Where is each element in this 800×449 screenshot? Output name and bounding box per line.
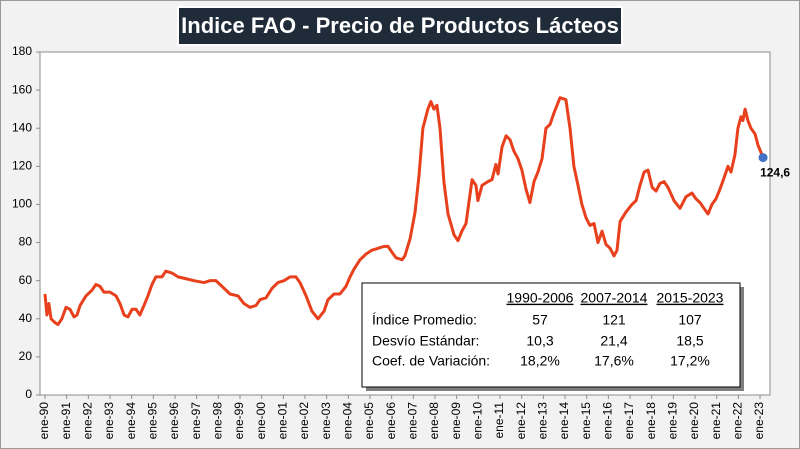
y-tick-label: 20	[19, 349, 33, 363]
x-tick-label: ene-07	[406, 402, 420, 440]
chart-title: Indice FAO - Precio de Productos Lácteos	[181, 13, 619, 38]
table-cell: 107	[678, 312, 702, 328]
table-cell: 18,5	[676, 333, 703, 349]
x-tick-label: ene-95	[145, 402, 159, 440]
x-tick-label: ene-01	[276, 402, 290, 440]
x-tick-label: ene-03	[319, 402, 333, 440]
x-tick-label: ene-09	[449, 402, 463, 440]
y-tick-label: 120	[12, 159, 32, 173]
y-tick-label: 0	[25, 387, 32, 401]
x-tick-label: ene-16	[601, 402, 615, 440]
y-tick-label: 160	[12, 82, 32, 96]
x-tick-label: ene-98	[211, 402, 225, 440]
table-row-label: Índice Promedio:	[372, 312, 477, 328]
y-tick-label: 80	[19, 235, 33, 249]
x-tick-label: ene-21	[709, 402, 723, 440]
data-line	[43, 96, 765, 326]
y-tick-label: 140	[12, 120, 32, 134]
x-tick-label: ene-20	[687, 402, 701, 440]
x-tick-label: ene-04	[341, 402, 355, 440]
end-point	[758, 153, 768, 163]
x-tick-label: ene-14	[557, 402, 571, 440]
x-tick-label: ene-06	[384, 402, 398, 440]
x-tick-label: ene-97	[189, 402, 203, 440]
y-tick-label: 60	[19, 273, 33, 287]
table-row-label: Coef. de Variación:	[372, 353, 490, 369]
x-tick-label: ene-15	[579, 402, 593, 440]
x-tick-label: ene-18	[644, 402, 658, 440]
y-tick-label: 180	[12, 44, 32, 58]
x-tick-label: ene-17	[622, 402, 636, 440]
x-tick-label: ene-23	[752, 402, 766, 440]
x-tick-label: ene-96	[167, 402, 181, 440]
x-tick-label: ene-11	[492, 402, 506, 439]
table-row-label: Desvío Estándar:	[372, 333, 479, 349]
x-tick-label: ene-02	[297, 402, 311, 440]
x-tick-label: ene-90	[37, 402, 51, 440]
table-header: 1990-2006	[507, 290, 574, 306]
x-tick-label: ene-05	[362, 402, 376, 440]
x-tick-label: ene-00	[254, 402, 268, 440]
value-label: 124,6	[760, 166, 790, 180]
x-tick-label: ene-91	[59, 402, 73, 440]
table-cell: 121	[602, 312, 626, 328]
x-tick-label: ene-22	[731, 402, 745, 440]
x-tick-label: ene-12	[514, 402, 528, 440]
x-tick-label: ene-92	[80, 402, 94, 440]
table-cell: 17,6%	[594, 353, 634, 369]
y-tick-label: 100	[12, 197, 32, 211]
x-tick-label: ene-93	[102, 402, 116, 440]
x-tick-label: ene-13	[536, 402, 550, 440]
stats-table	[361, 282, 741, 388]
title-box	[177, 6, 623, 46]
x-tick-label: ene-08	[427, 402, 441, 440]
table-cell: 21,4	[600, 333, 627, 349]
table-header: 2015-2023	[657, 290, 724, 306]
x-tick-label: ene-94	[124, 402, 138, 440]
x-tick-label: ene-19	[666, 402, 680, 440]
y-tick-label: 40	[19, 311, 33, 325]
table-cell: 57	[532, 312, 548, 328]
x-tick-label: ene-99	[232, 402, 246, 440]
table-header: 2007-2014	[581, 290, 648, 306]
table-cell: 18,2%	[520, 353, 560, 369]
table-cell: 17,2%	[670, 353, 710, 369]
table-cell: 10,3	[526, 333, 553, 349]
x-tick-label: ene-10	[471, 402, 485, 440]
